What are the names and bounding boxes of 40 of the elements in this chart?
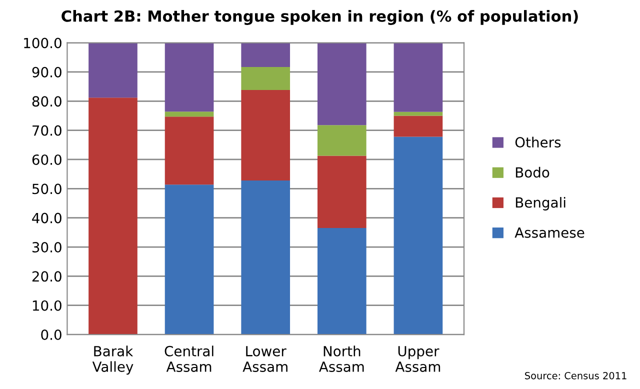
bar (394, 136, 443, 335)
legend-label: Bengali (516, 197, 566, 210)
x-tick-label: Upper Assam (395, 346, 440, 372)
bar (241, 90, 290, 180)
legend-label: Others (515, 136, 561, 148)
bar (394, 116, 443, 137)
bar (317, 228, 366, 335)
chart-title: Chart 2B: Mother tongue spoken in region (% of population) (62, 10, 578, 25)
x-tick-label: North Assam (319, 346, 364, 372)
bar (241, 67, 290, 90)
bar (317, 42, 366, 126)
bar (241, 180, 290, 335)
bar (394, 112, 443, 116)
bar (88, 98, 138, 335)
bar (317, 125, 366, 156)
bar (164, 112, 214, 117)
y-tick-label: 0.0 (41, 330, 62, 340)
bar (88, 42, 138, 98)
legend-label: Assamese (514, 228, 584, 238)
bar (164, 42, 214, 112)
source-note: Source: Census 2011 (525, 372, 626, 380)
y-tick-label: 10.0 (32, 300, 62, 311)
bar (394, 42, 443, 112)
y-tick-label: 50.0 (32, 184, 62, 194)
x-tick-label: Barak Valley (92, 346, 134, 375)
y-tick-label: 60.0 (32, 154, 62, 165)
bar (164, 116, 214, 185)
y-tick-label: 100.0 (24, 38, 62, 48)
y-tick-label: 40.0 (32, 212, 62, 224)
bar (241, 42, 290, 68)
bar (164, 184, 214, 335)
y-tick-label: 90.0 (32, 66, 62, 78)
bar (317, 156, 366, 228)
x-tick-label: Central Assam (164, 346, 214, 372)
legend-label: Bodo (516, 166, 550, 178)
y-tick-label: 80.0 (32, 96, 62, 107)
x-tick-label: Lower Assam (242, 346, 288, 372)
y-tick-label: 20.0 (32, 271, 62, 282)
y-tick-label: 70.0 (32, 125, 62, 136)
y-tick-label: 30.0 (32, 242, 62, 252)
